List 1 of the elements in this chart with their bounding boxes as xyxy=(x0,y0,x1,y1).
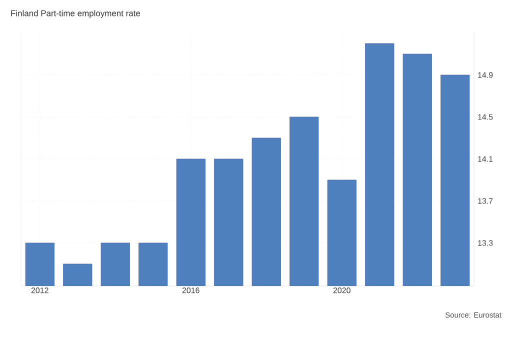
chart-title: Finland Part-time employment rate xyxy=(11,10,140,18)
